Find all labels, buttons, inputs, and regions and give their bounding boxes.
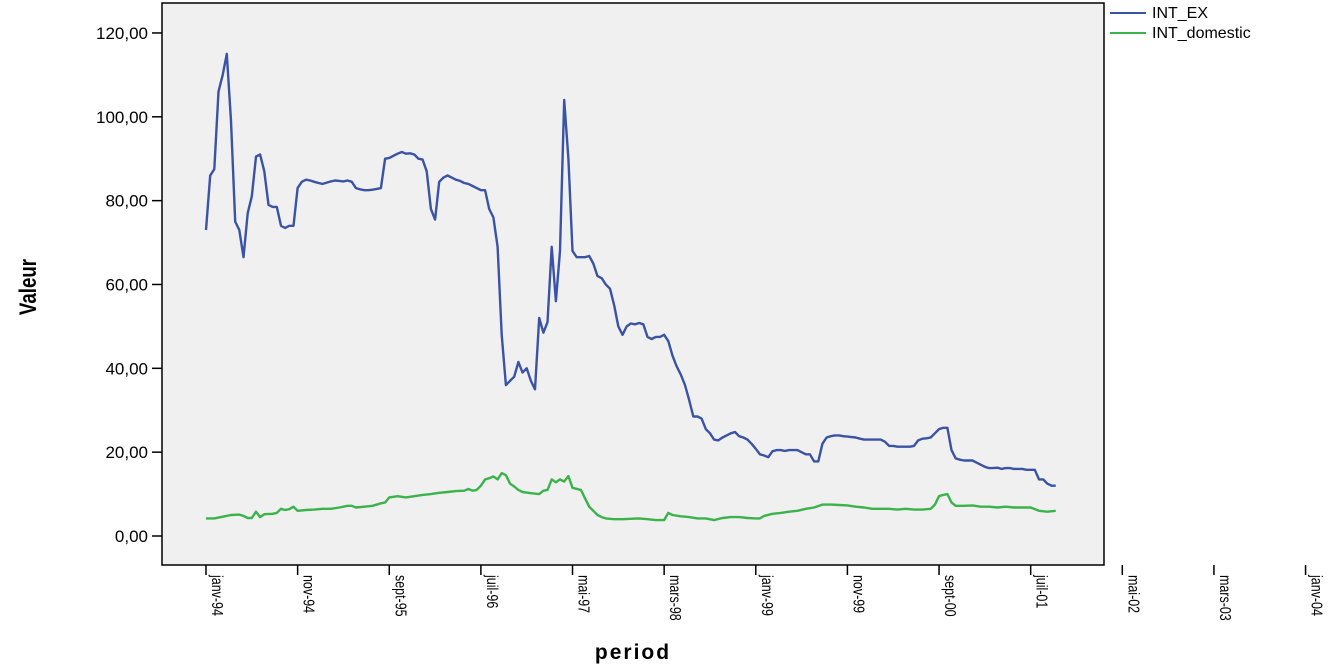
x-tick-label: mars-03	[1215, 575, 1233, 621]
x-tick-label: nov-99	[849, 575, 867, 613]
y-axis-title: Valeur	[15, 258, 42, 315]
x-tick-label: janv-04	[1307, 574, 1325, 616]
plot-area-background	[161, 2, 1105, 566]
x-tick-label: mars-98	[666, 575, 684, 621]
x-tick-label: nov-94	[299, 575, 317, 613]
legend-label: INT_EX	[1152, 5, 1208, 22]
x-axis-title: period	[595, 641, 671, 664]
y-tick-label: 80,00	[105, 192, 148, 211]
y-tick-label: 60,00	[105, 275, 148, 294]
x-tick-label: mai-97	[574, 575, 592, 613]
x-tick-label: sept-00	[941, 575, 959, 617]
x-tick-label: janv-99	[757, 574, 775, 616]
legend-label: INT_domestic	[1152, 25, 1251, 42]
x-tick-label: juil-01	[1032, 574, 1050, 608]
y-tick-label: 100,00	[96, 108, 148, 127]
y-tick-label: 120,00	[96, 24, 148, 43]
series-line-int-domestic	[206, 471, 1056, 522]
y-tick-label: 0,00	[115, 527, 148, 546]
x-tick-label: janv-94	[208, 574, 226, 616]
legend: INT_EX INT_domestic	[1110, 5, 1251, 42]
x-tick-label: sept-95	[391, 575, 409, 617]
series-line-int-ex	[204, 52, 1056, 487]
series-layer	[204, 52, 1056, 522]
y-axis: 0,00 20,00 40,00 60,00 80,00 100,00 120,00	[96, 24, 162, 546]
x-axis: janv-94 nov-94 sept-95 juil-96 mai-97 mars-98…	[205, 565, 1325, 621]
y-tick-label: 40,00	[105, 359, 148, 378]
x-tick-label: mai-02	[1124, 575, 1142, 613]
x-tick-label: juil-96	[482, 574, 500, 608]
y-tick-label: 20,00	[105, 443, 148, 462]
